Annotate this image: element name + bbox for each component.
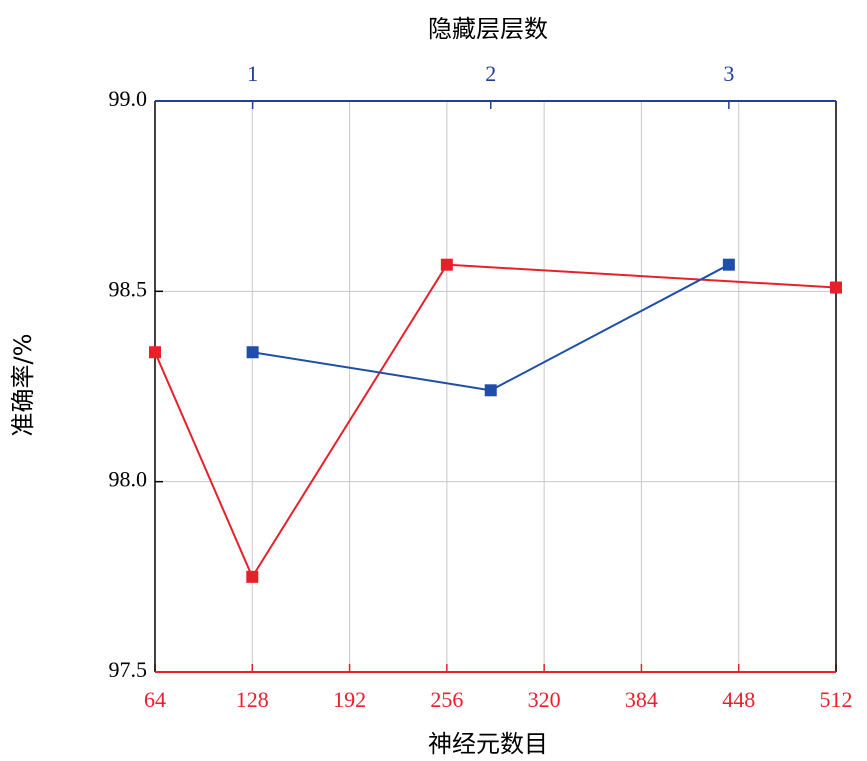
x-tick-label: 512 bbox=[820, 687, 853, 712]
point bbox=[830, 281, 842, 294]
x2-tick-label: 1 bbox=[247, 61, 258, 86]
x-tick-label: 128 bbox=[236, 687, 269, 712]
line bbox=[154, 263, 837, 579]
x-tick-label: 384 bbox=[625, 687, 658, 712]
x-tick-label: 64 bbox=[144, 687, 166, 712]
x2-tick-label: 2 bbox=[485, 61, 496, 86]
x-axis-title: 神经元数目 bbox=[428, 730, 548, 758]
y-tick-label: 98.5 bbox=[109, 276, 148, 301]
x2-axis-title: 隐藏层层数 bbox=[428, 15, 548, 43]
y-tick-label: 98.0 bbox=[109, 467, 148, 492]
point bbox=[484, 384, 497, 397]
point bbox=[149, 346, 161, 359]
x-tick-label: 192 bbox=[333, 687, 366, 712]
point bbox=[246, 570, 259, 583]
point bbox=[722, 258, 735, 271]
point bbox=[246, 346, 259, 359]
point bbox=[440, 258, 453, 271]
x-tick-label: 448 bbox=[722, 687, 755, 712]
x-tick-label: 320 bbox=[528, 687, 561, 712]
y-axis-title: 准确率/% bbox=[9, 334, 37, 437]
line bbox=[252, 263, 730, 392]
x-tick-label: 256 bbox=[430, 687, 463, 712]
y-tick-label: 97.5 bbox=[109, 657, 148, 682]
y-tick-label: 99.0 bbox=[109, 86, 148, 111]
x2-tick-label: 3 bbox=[723, 61, 734, 86]
